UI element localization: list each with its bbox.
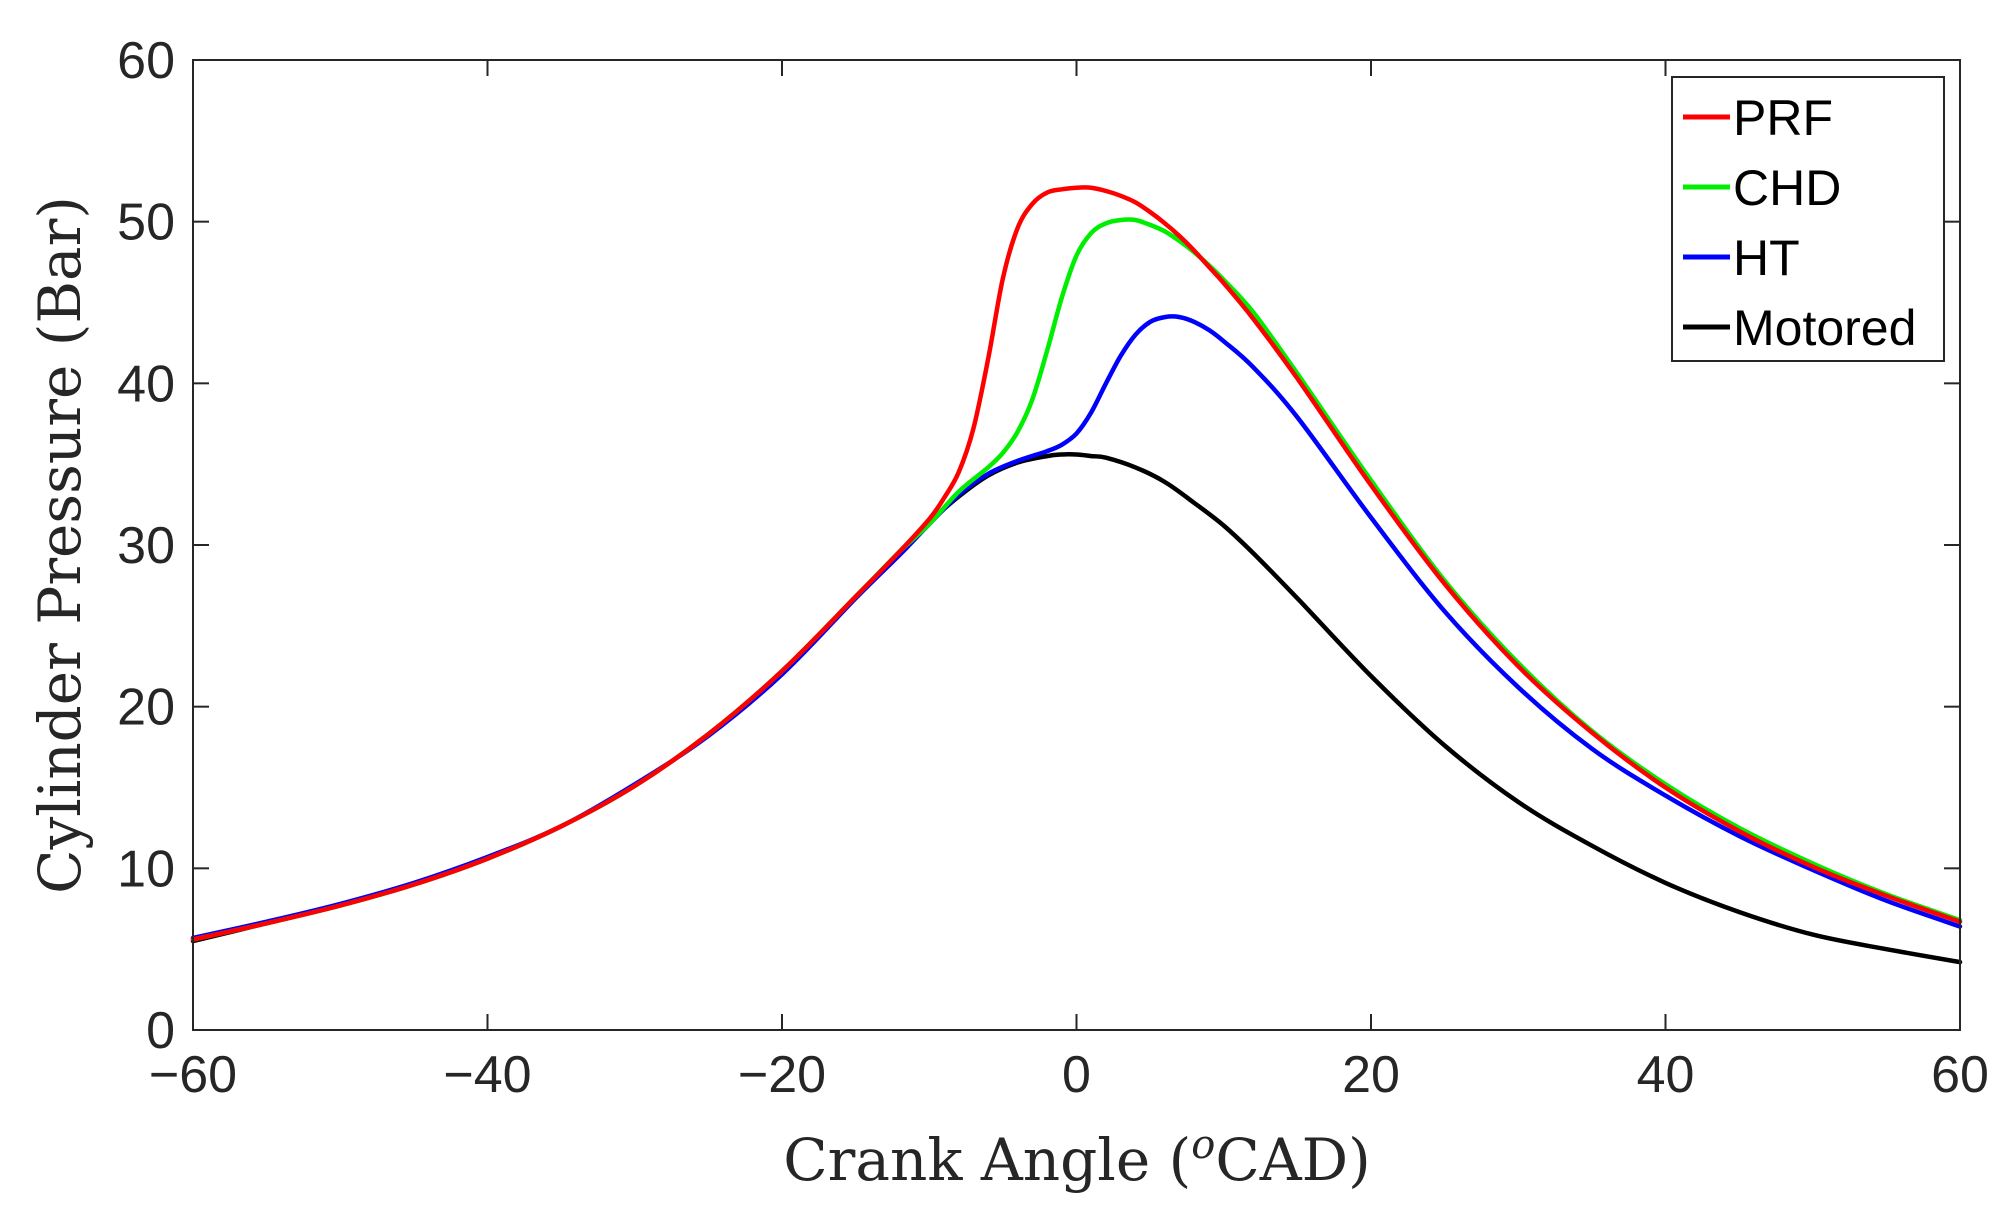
y-tick-label: 30	[117, 517, 175, 575]
y-tick-label: 60	[117, 32, 175, 90]
ticks-layer: −60 −40 −20 0 20 40 60 0 10 20 30 40 50 60	[117, 32, 1989, 1104]
plot-area	[193, 60, 1960, 1030]
x-tick-label: −40	[443, 1046, 531, 1104]
legend-label-prf: PRF	[1733, 90, 1833, 146]
y-tick-label: 50	[117, 194, 175, 252]
y-axis-label: Cylinder Pressure (Bar)	[26, 196, 94, 894]
x-tick-label: −60	[149, 1046, 237, 1104]
series-line-prf	[190, 185, 1963, 942]
y-tick-label: 10	[117, 840, 175, 898]
legend-label-chd: CHD	[1733, 160, 1841, 216]
x-axis-label-tail: CAD)	[1215, 1126, 1370, 1194]
legend: PRF CHD HT Motored	[1671, 76, 1945, 362]
legend-label-motored: Motored	[1733, 300, 1916, 356]
y-tick-label: 40	[117, 355, 175, 413]
x-axis-label: Crank Angle (oCAD)	[783, 1122, 1370, 1194]
x-tick-label: 60	[1931, 1046, 1989, 1104]
x-tick-label: 20	[1342, 1046, 1400, 1104]
legend-box	[1671, 76, 1945, 362]
x-axis-label-main: Crank Angle (	[783, 1126, 1191, 1194]
x-tick-label: −20	[738, 1046, 826, 1104]
series-layer	[190, 185, 1963, 965]
x-axis-label-superscript: o	[1191, 1122, 1215, 1168]
y-tick-label: 0	[146, 1002, 175, 1060]
x-tick-label: 40	[1637, 1046, 1695, 1104]
legend-label-ht: HT	[1733, 230, 1800, 286]
x-tick-label: 0	[1062, 1046, 1091, 1104]
y-tick-label: 20	[117, 679, 175, 737]
